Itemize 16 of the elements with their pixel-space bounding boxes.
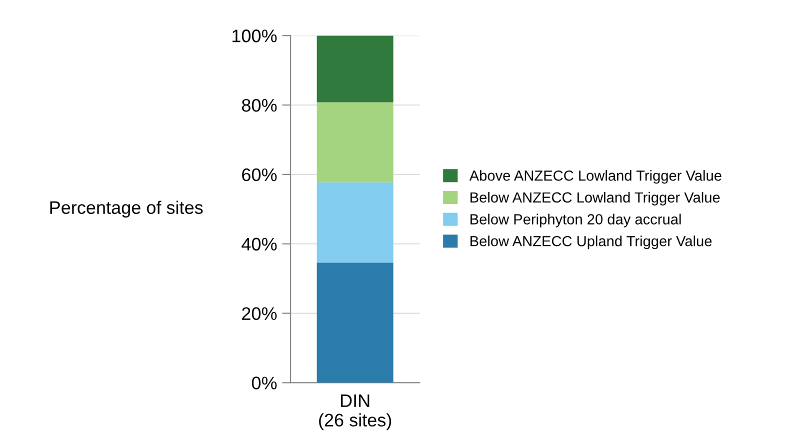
legend-label: Below Periphyton 20 day accrual bbox=[470, 214, 681, 228]
legend-label: Above ANZECC Lowland Trigger Value bbox=[469, 170, 722, 184]
x-tick-label: DIN (26 sites) bbox=[319, 394, 392, 430]
y-tick-label: 40% bbox=[242, 238, 277, 251]
y-tick-label: 0% bbox=[252, 376, 277, 390]
bar bbox=[316, 182, 394, 263]
bar bbox=[316, 102, 394, 182]
legend-label: Below ANZECC Lowland Trigger Value bbox=[470, 192, 720, 206]
bar bbox=[316, 36, 394, 102]
bar bbox=[316, 262, 394, 383]
legend-label: Below ANZECC Upland Trigger Value bbox=[470, 236, 712, 250]
y-tick-label: 60% bbox=[242, 168, 277, 182]
y-tick-label: 100% bbox=[232, 30, 277, 42]
y-tick-label: 20% bbox=[242, 307, 277, 320]
y-tick-label: 80% bbox=[242, 98, 277, 112]
y-axis-title: Percentage of sites bbox=[50, 200, 203, 218]
